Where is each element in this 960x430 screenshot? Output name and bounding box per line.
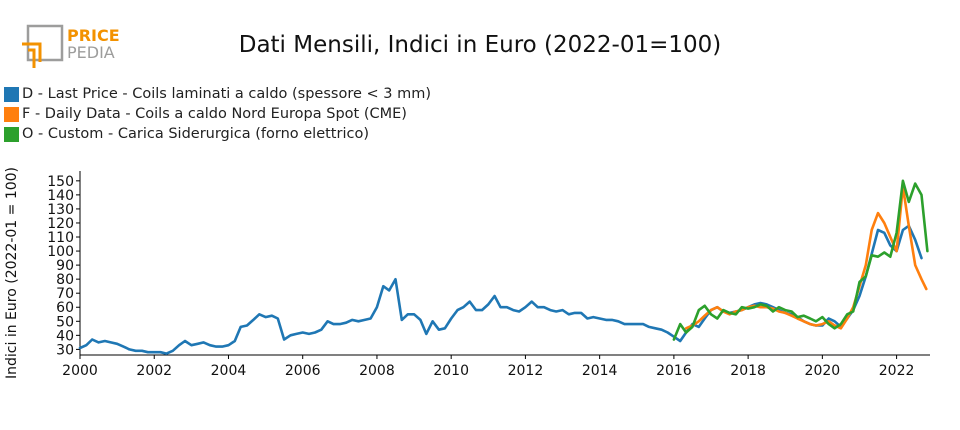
y-tick-label: 140	[47, 188, 74, 204]
legend-item: O - Custom - Carica Siderurgica (forno e…	[4, 124, 431, 144]
y-tick-label: 60	[56, 300, 74, 316]
series-line-3	[672, 179, 929, 341]
x-tick-label: 2002	[136, 363, 172, 379]
y-tick-label: 120	[47, 216, 74, 232]
logo-text-pedia: PEDIA	[67, 43, 115, 62]
legend-swatch	[4, 86, 19, 102]
logo-corner-orange-2	[28, 48, 36, 68]
y-tick-label: 50	[56, 314, 74, 330]
y-tick-label: 110	[47, 230, 74, 246]
legend-item: D - Last Price - Coils laminati a caldo …	[4, 84, 431, 104]
y-tick-label: 130	[47, 202, 74, 218]
x-tick-label: 2012	[508, 363, 544, 379]
y-tick-label: 30	[56, 342, 74, 358]
x-tick-label: 2014	[582, 363, 618, 379]
y-tick-label: 100	[47, 244, 74, 260]
logo-text-price: PRICE	[67, 26, 120, 45]
x-tick-label: 2006	[285, 363, 321, 379]
legend-item: F - Daily Data - Coils a caldo Nord Euro…	[4, 104, 431, 124]
legend-swatch	[4, 126, 19, 142]
y-tick-label: 150	[47, 174, 74, 190]
legend-label: F - Daily Data - Coils a caldo Nord Euro…	[22, 106, 407, 122]
x-tick-label: 2018	[730, 363, 766, 379]
x-tick-label: 2020	[805, 363, 841, 379]
y-axis-label: Indici in Euro (2022-01 = 100)	[4, 167, 20, 379]
y-tick-label: 40	[56, 328, 74, 344]
y-tick-label: 90	[56, 258, 74, 274]
legend-swatch	[4, 106, 19, 122]
chart-title: Dati Mensili, Indici in Euro (2022-01=10…	[238, 32, 722, 58]
legend-label: O - Custom - Carica Siderurgica (forno e…	[22, 126, 369, 142]
logo-corner-orange-1	[22, 42, 42, 62]
legend-label: D - Last Price - Coils laminati a caldo …	[22, 86, 431, 102]
x-tick-label: 2016	[656, 363, 692, 379]
legend: D - Last Price - Coils laminati a caldo …	[4, 84, 431, 144]
series-line-1	[78, 224, 923, 355]
x-tick-label: 2004	[211, 363, 247, 379]
x-tick-label: 2008	[359, 363, 395, 379]
x-tick-label: 2010	[433, 363, 469, 379]
x-tick-label: 2000	[62, 363, 98, 379]
pricepedia-logo: PRICE PEDIA	[22, 24, 120, 68]
y-tick-label: 70	[56, 286, 74, 302]
x-tick-label: 2022	[879, 363, 915, 379]
y-tick-label: 80	[56, 272, 74, 288]
